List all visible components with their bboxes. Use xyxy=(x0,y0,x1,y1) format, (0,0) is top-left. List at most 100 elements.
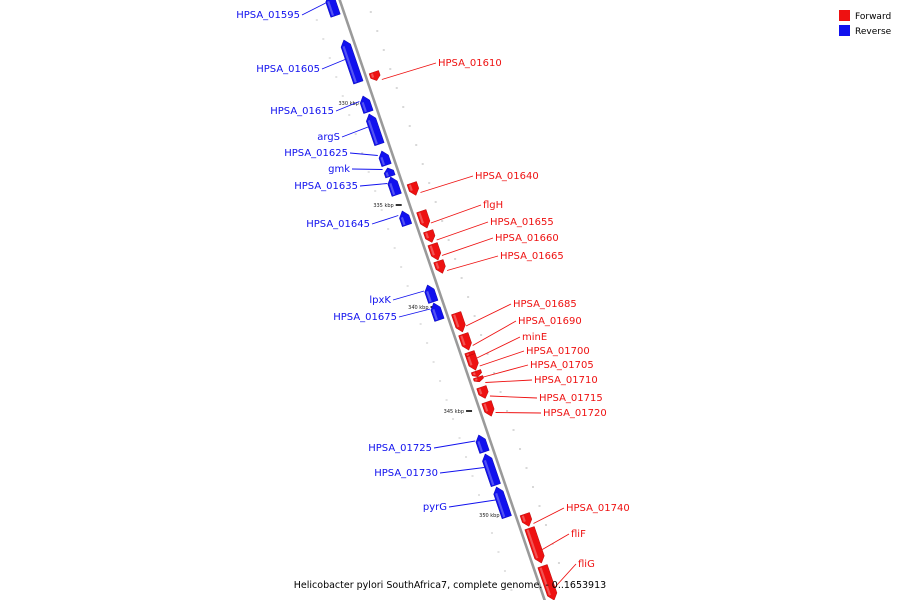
gene-label[interactable]: gmk xyxy=(328,164,350,175)
gene-arrow[interactable] xyxy=(476,385,490,400)
gene-label[interactable]: HPSA_01705 xyxy=(530,360,594,371)
gene-arrow[interactable] xyxy=(429,301,445,322)
gene-arrow[interactable] xyxy=(324,0,341,18)
gene-forward[interactable]: HPSA_01665 xyxy=(433,251,564,275)
gene-label[interactable]: HPSA_01605 xyxy=(256,64,320,75)
gene-highlight xyxy=(432,309,438,321)
gene-forward[interactable]: HPSA_01660 xyxy=(427,233,559,262)
gene-label[interactable]: HPSA_01610 xyxy=(438,58,502,69)
gene-arrow[interactable] xyxy=(427,242,443,261)
gene-arrow[interactable] xyxy=(524,526,546,564)
gene-arrow[interactable] xyxy=(423,229,436,244)
gene-reverse[interactable]: HPSA_01635 xyxy=(294,175,402,197)
gene-reverse[interactable]: HPSA_01625 xyxy=(284,148,392,167)
gene-reverse[interactable]: HPSA_01675 xyxy=(333,301,445,323)
gene-forward[interactable]: HPSA_01710 xyxy=(472,375,598,386)
gene-forward[interactable]: HPSA_01610 xyxy=(368,58,502,82)
gene-label[interactable]: HPSA_01675 xyxy=(333,312,397,323)
gene-forward[interactable]: HPSA_01690 xyxy=(458,316,582,352)
gene-label[interactable]: HPSA_01645 xyxy=(306,219,370,230)
gene-arrow[interactable] xyxy=(458,332,474,351)
gene-arrow[interactable] xyxy=(474,433,490,454)
gene-connector xyxy=(495,412,542,414)
gene-reverse[interactable]: lpxK xyxy=(369,283,439,306)
gene-forward[interactable]: HPSA_01640 xyxy=(406,171,539,197)
gene-label[interactable]: HPSA_01710 xyxy=(534,375,598,386)
gene-forward[interactable]: HPSA_01700 xyxy=(465,346,590,372)
gene-arrow[interactable] xyxy=(472,375,484,383)
gene-reverse[interactable]: argS xyxy=(317,112,385,147)
gene-label[interactable]: HPSA_01660 xyxy=(495,233,559,244)
gene-highlight xyxy=(460,335,466,346)
gene-label[interactable]: fliG xyxy=(578,559,595,570)
gene-label[interactable]: HPSA_01595 xyxy=(236,10,300,21)
gene-label[interactable]: HPSA_01685 xyxy=(513,299,577,310)
gene-arrow[interactable] xyxy=(416,209,432,229)
gene-label[interactable]: HPSA_01690 xyxy=(518,316,582,327)
gene-arrow[interactable] xyxy=(481,400,496,417)
gene-forward[interactable]: HPSA_01720 xyxy=(481,400,607,419)
gene-arrow[interactable] xyxy=(364,112,385,147)
gene-label[interactable]: HPSA_01615 xyxy=(270,106,334,117)
gene-label[interactable]: HPSA_01700 xyxy=(526,346,590,357)
gene-label[interactable]: HPSA_01655 xyxy=(490,217,554,228)
gene-arrow[interactable] xyxy=(451,311,467,333)
gene-forward[interactable]: HPSA_01705 xyxy=(470,360,594,378)
gene-label[interactable]: flgH xyxy=(483,200,503,211)
gene-label[interactable]: HPSA_01720 xyxy=(543,408,607,419)
gene-reverse[interactable]: HPSA_01605 xyxy=(256,38,364,85)
gene-highlight xyxy=(495,493,506,518)
genome-caption: Helicobacter pylori SouthAfrica7, comple… xyxy=(294,580,606,591)
gene-connector xyxy=(433,440,476,449)
gene-arrow[interactable] xyxy=(537,564,559,601)
gene-label[interactable]: pyrG xyxy=(423,502,447,513)
gene-label[interactable]: lpxK xyxy=(369,295,391,306)
gene-arrow[interactable] xyxy=(423,283,439,304)
gene-arrow[interactable] xyxy=(386,175,402,197)
gene-label[interactable]: HPSA_01740 xyxy=(566,503,630,514)
gene-arrow[interactable] xyxy=(397,209,413,227)
gene-label[interactable]: argS xyxy=(317,132,340,143)
gene-label[interactable]: HPSA_01625 xyxy=(284,148,348,159)
gene-forward[interactable]: HPSA_01715 xyxy=(476,385,603,404)
gene-arrow[interactable] xyxy=(377,149,392,167)
gene-arrow[interactable] xyxy=(383,166,396,179)
gene-highlight xyxy=(342,46,357,83)
gene-forward[interactable]: flgH xyxy=(416,200,504,230)
gene-reverse[interactable]: HPSA_01595 xyxy=(236,0,341,21)
gene-label[interactable]: HPSA_01715 xyxy=(539,393,603,404)
gene-label[interactable]: fliF xyxy=(571,529,586,540)
gene-connector xyxy=(483,364,529,378)
gene-reverse[interactable]: HPSA_01725 xyxy=(368,433,490,454)
gene-highlight xyxy=(539,567,551,596)
gene-label[interactable]: HPSA_01665 xyxy=(500,251,564,262)
gene-forward[interactable]: fliG xyxy=(537,559,595,601)
gene-arrow[interactable] xyxy=(519,512,534,528)
gene-arrow[interactable] xyxy=(465,353,481,371)
gene-label[interactable]: HPSA_01725 xyxy=(368,443,432,454)
gene-forward[interactable]: HPSA_01740 xyxy=(519,503,630,528)
gene-forward[interactable]: HPSA_01685 xyxy=(451,299,577,334)
gene-reverse[interactable]: HPSA_01615 xyxy=(270,94,374,117)
gene-connector xyxy=(465,303,512,327)
gene-arrow[interactable] xyxy=(433,259,448,275)
gene-forward[interactable]: fliF xyxy=(524,526,586,564)
gene-label[interactable]: HPSA_01730 xyxy=(374,468,438,479)
gene-arrow[interactable] xyxy=(368,70,381,82)
gene-arrow[interactable] xyxy=(339,38,364,85)
gene-highlight xyxy=(380,157,386,166)
gene-arrow[interactable] xyxy=(406,181,421,197)
gene-forward[interactable]: HPSA_01655 xyxy=(423,217,554,244)
gene-reverse[interactable]: gmk xyxy=(328,164,396,179)
gene-label[interactable]: minE xyxy=(522,332,547,343)
gene-reverse[interactable]: pyrG xyxy=(423,485,512,520)
gene-label[interactable]: HPSA_01635 xyxy=(294,181,358,192)
gene-reverse[interactable]: HPSA_01645 xyxy=(306,209,413,230)
gene-reverse[interactable]: HPSA_01730 xyxy=(374,452,501,488)
gene-arrow[interactable] xyxy=(358,94,374,114)
gene-arrow[interactable] xyxy=(492,485,512,520)
gene-label[interactable]: HPSA_01640 xyxy=(475,171,539,182)
gene-arrow[interactable] xyxy=(480,452,501,488)
gene-arrow[interactable] xyxy=(470,369,482,378)
